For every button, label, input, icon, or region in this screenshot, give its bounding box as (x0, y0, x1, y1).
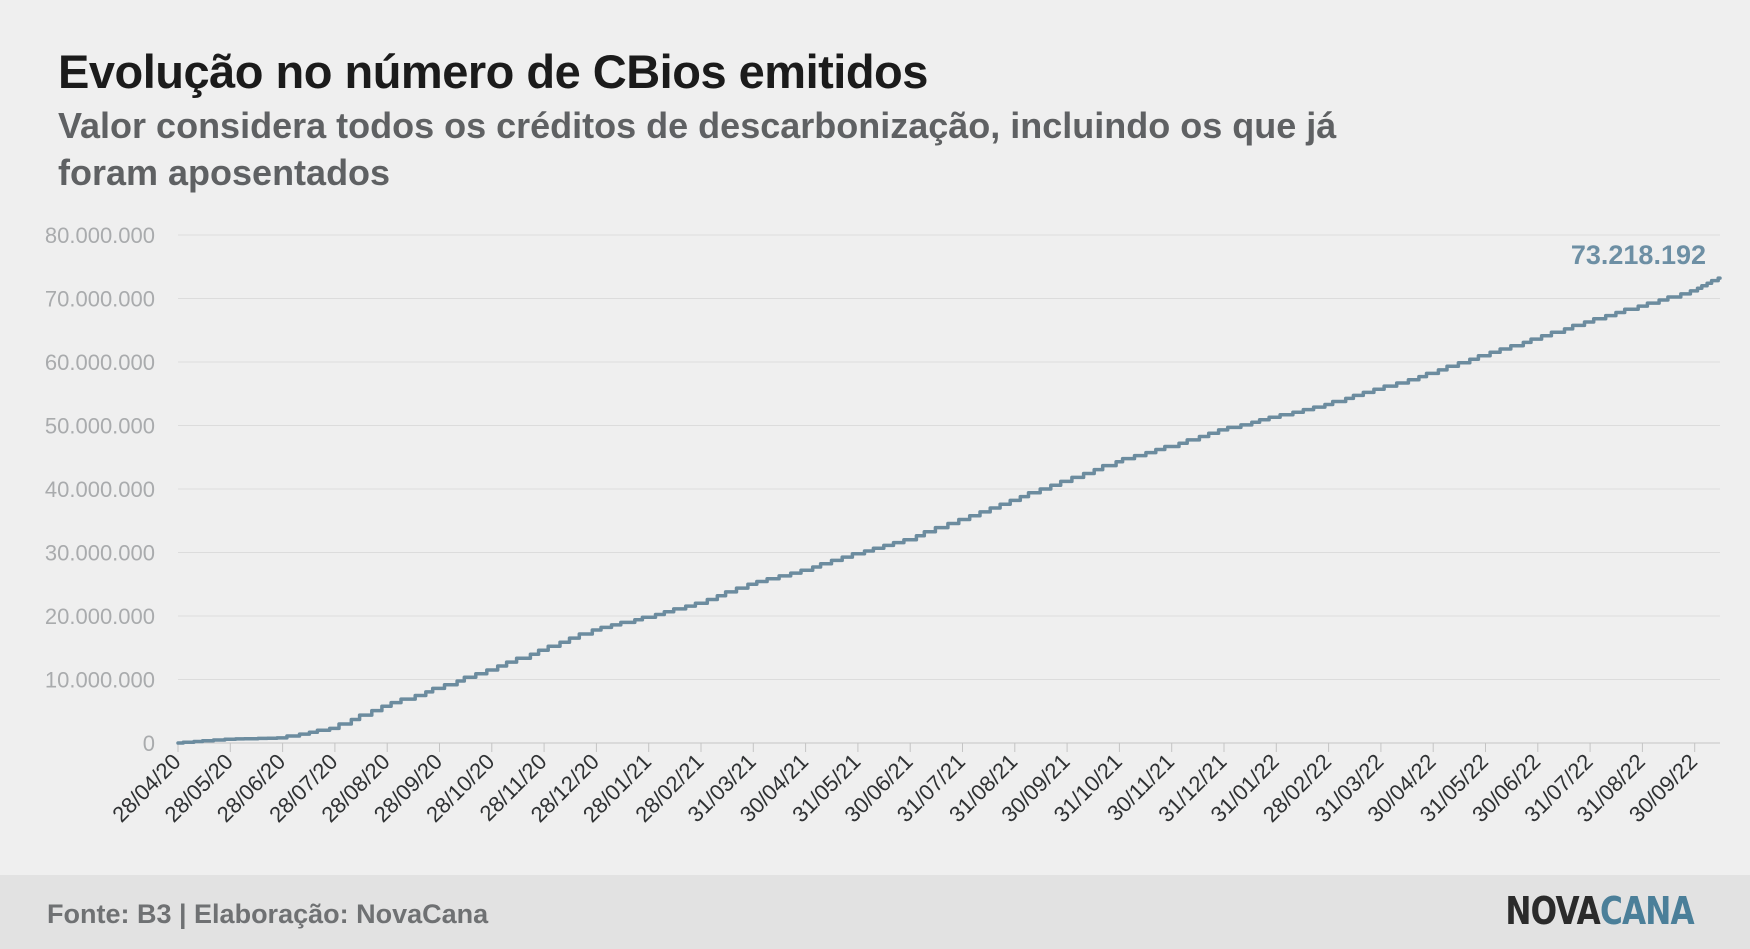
logo-part-cana: CANA (1600, 889, 1695, 933)
data-labels: 73.218.192 (1571, 240, 1706, 270)
grid-lines (178, 234, 1720, 680)
y-tick-label: 0 (143, 731, 155, 756)
y-tick-label: 30.000.000 (45, 541, 155, 566)
y-tick-label: 70.000.000 (45, 287, 155, 312)
y-tick-label: 10.000.000 (45, 668, 155, 693)
y-tick-label: 60.000.000 (45, 350, 155, 375)
y-axis-tick-labels: 0 10.000.000 20.000.000 30.000.000 40.000.00… (45, 223, 155, 756)
logo-part-nova: NOVA (1505, 889, 1601, 933)
source-credit: Fonte: B3 | Elaboração: NovaCana (47, 899, 489, 929)
y-tick-label: 50.000.000 (45, 414, 155, 439)
series-group (176, 276, 1722, 745)
y-tick-label: 40.000.000 (45, 477, 155, 502)
y-tick-label: 80.000.000 (45, 223, 155, 248)
line-chart: 0 10.000.000 20.000.000 30.000.000 40.000.00… (45, 223, 1722, 827)
footer-bar: Fonte: B3 | Elaboração: NovaCana NOVACAN… (0, 875, 1750, 949)
end-value-label: 73.218.192 (1571, 240, 1706, 270)
x-axis-tick-labels: 28/04/2028/05/2028/06/2028/07/2028/08/20… (107, 749, 1702, 827)
y-tick-label: 20.000.000 (45, 604, 155, 629)
series-line (176, 276, 1722, 745)
novacana-logo: NOVACANA (1505, 889, 1695, 933)
chart-subtitle: Valor considera todos os créditos de des… (58, 105, 1337, 193)
chart-title: Evolução no número de CBios emitidos (58, 45, 928, 98)
x-axis (177, 742, 1720, 752)
